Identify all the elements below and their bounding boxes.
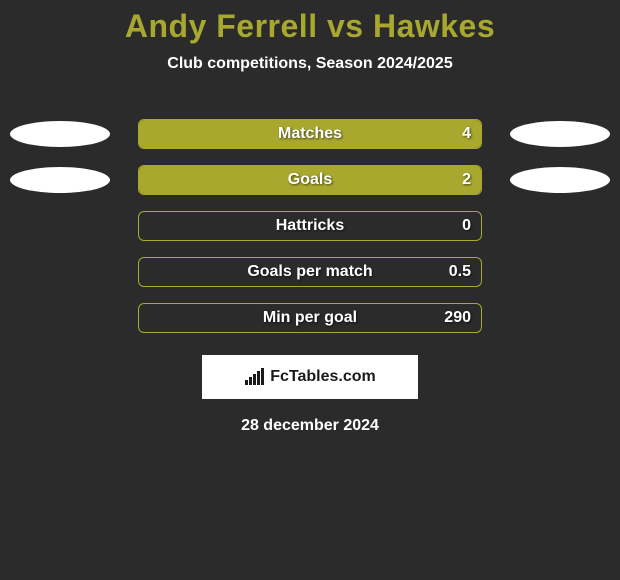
stat-row: Matches4 [0, 111, 620, 157]
stat-row: Hattricks0 [0, 203, 620, 249]
stat-row: Goals per match0.5 [0, 249, 620, 295]
stat-label: Hattricks [139, 217, 481, 235]
stat-value: 4 [462, 125, 471, 143]
date-label: 28 december 2024 [0, 417, 620, 435]
stat-bar: Min per goal290 [138, 303, 482, 333]
player-left-marker [10, 121, 110, 147]
stat-label: Goals per match [139, 263, 481, 281]
subtitle: Club competitions, Season 2024/2025 [0, 55, 620, 73]
stat-bar: Hattricks0 [138, 211, 482, 241]
brand-badge[interactable]: FcTables.com [202, 355, 418, 399]
stat-rows: Matches4Goals2Hattricks0Goals per match0… [0, 111, 620, 341]
stat-bar: Goals2 [138, 165, 482, 195]
stat-row: Goals2 [0, 157, 620, 203]
stat-value: 0 [462, 217, 471, 235]
stat-label: Goals [139, 171, 481, 189]
player-right-marker [510, 167, 610, 193]
brand-inner: FcTables.com [244, 368, 376, 386]
stat-value: 290 [444, 309, 471, 327]
page-title: Andy Ferrell vs Hawkes [0, 8, 620, 45]
stat-row: Min per goal290 [0, 295, 620, 341]
stat-bar: Goals per match0.5 [138, 257, 482, 287]
player-right-marker [510, 121, 610, 147]
stat-label: Matches [139, 125, 481, 143]
stat-value: 0.5 [449, 263, 471, 281]
comparison-widget: Andy Ferrell vs Hawkes Club competitions… [0, 0, 620, 435]
brand-text: FcTables.com [270, 368, 376, 386]
stat-value: 2 [462, 171, 471, 189]
player-left-marker [10, 167, 110, 193]
stat-label: Min per goal [139, 309, 481, 327]
brand-bars-icon [244, 368, 266, 386]
stat-bar: Matches4 [138, 119, 482, 149]
